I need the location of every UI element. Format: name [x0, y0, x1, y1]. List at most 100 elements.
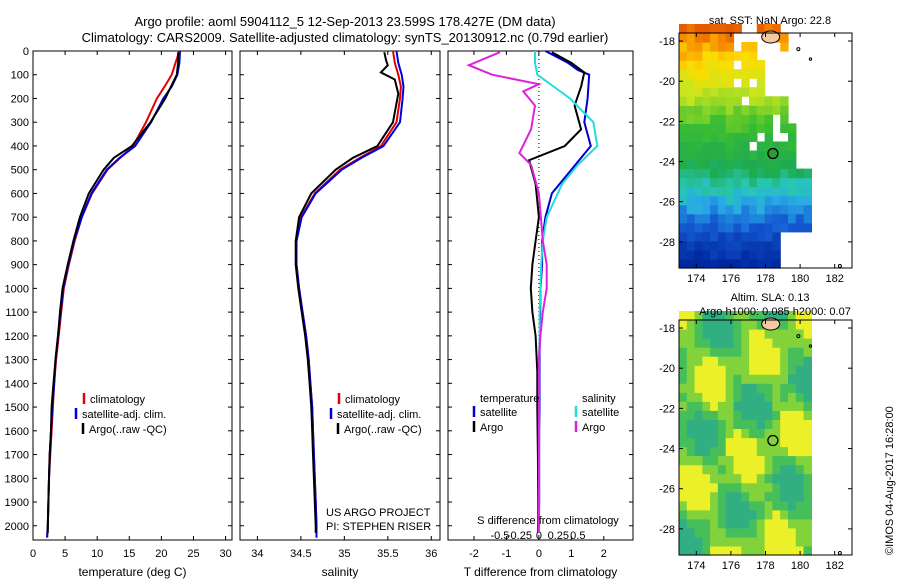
map-cell — [710, 410, 719, 420]
map-cell — [749, 365, 758, 375]
map-cell — [710, 24, 719, 34]
map-cell — [803, 320, 812, 330]
map-cell — [756, 123, 766, 133]
y-tick-label: 1300 — [5, 355, 29, 367]
map-cell — [710, 347, 719, 357]
map-cell — [741, 546, 750, 556]
map-cell — [725, 546, 735, 556]
y-tick-label: 2000 — [5, 521, 29, 533]
map-cell — [803, 401, 812, 411]
map-cell — [710, 186, 719, 197]
map-cell — [710, 60, 719, 70]
map-cell — [756, 410, 766, 420]
map-cell — [686, 356, 696, 366]
map-cell — [795, 473, 805, 484]
map-cell — [733, 491, 742, 502]
map-cell — [694, 186, 703, 197]
map-cell — [756, 455, 766, 466]
figure-title-line2: Climatology: CARS2009. Satellite-adjuste… — [82, 30, 609, 45]
project-annotation-line1: US ARGO PROJECT — [326, 507, 431, 519]
map-cell — [686, 51, 696, 61]
map-cell — [756, 168, 766, 179]
map-cell — [749, 500, 758, 511]
map-cell — [795, 320, 805, 330]
map-cell — [788, 527, 797, 538]
map-cell — [725, 536, 735, 547]
map-cell — [756, 249, 766, 260]
map-cell — [741, 69, 750, 79]
map-cell — [764, 383, 773, 393]
top-x-tick-label: 0 — [536, 530, 542, 542]
map-cell — [764, 329, 773, 339]
map-cell — [764, 401, 773, 411]
map-cell — [686, 213, 696, 224]
map-cell — [741, 240, 750, 251]
diff-legend-temperature-header: temperature — [480, 393, 539, 405]
map-cell — [756, 105, 766, 115]
map-cell — [764, 114, 773, 124]
y-tick-label: 600 — [11, 188, 29, 200]
map-cell — [772, 259, 781, 269]
map-cell — [803, 347, 812, 357]
map-cell — [764, 527, 773, 538]
map-cell — [710, 329, 719, 339]
map-cell — [710, 114, 719, 124]
map-cell — [717, 383, 727, 393]
map-cell — [733, 249, 742, 260]
map-cell — [764, 482, 773, 493]
map-cell — [733, 437, 742, 448]
map-cell — [679, 259, 688, 269]
map-cell — [679, 177, 688, 188]
map-cell — [756, 222, 766, 233]
y-tick-label: 0 — [23, 46, 29, 58]
map-cell — [686, 527, 696, 538]
map-cell — [733, 446, 742, 457]
map-cell — [772, 222, 781, 233]
series-line-argo-raw-qc- — [294, 51, 400, 533]
map-cell — [741, 114, 750, 124]
map-cell — [749, 392, 758, 402]
map-cell — [725, 78, 735, 88]
map-cell — [780, 419, 789, 429]
map-cell — [725, 437, 735, 448]
map-cell — [725, 150, 735, 161]
map-cell — [686, 383, 696, 393]
map-cell — [702, 365, 711, 375]
map-cell — [694, 168, 703, 179]
argo-position-marker — [767, 147, 779, 160]
series-line-climatology — [46, 50, 181, 538]
map-cell — [725, 141, 735, 152]
map-cell — [803, 437, 812, 448]
x-axis-label: salinity — [322, 565, 359, 579]
map-cell — [686, 60, 696, 70]
map-cell — [764, 311, 773, 321]
map-cell — [702, 177, 711, 188]
map-cell — [764, 96, 773, 106]
map-cell — [780, 374, 789, 384]
map-cell — [710, 374, 719, 384]
map-cell — [717, 374, 727, 384]
map-cell — [717, 204, 727, 215]
map-cell — [733, 177, 742, 188]
map-cell — [756, 141, 766, 152]
map-cell — [694, 87, 703, 97]
map-cell — [679, 60, 688, 70]
map-cell — [756, 78, 766, 88]
map-cell — [725, 491, 735, 502]
map-cell — [725, 482, 735, 493]
map-cell — [686, 410, 696, 420]
map-cell — [710, 141, 719, 152]
land-islet — [796, 334, 801, 339]
map-cell — [741, 455, 750, 466]
x-tick-label: 35 — [338, 548, 350, 560]
map-cell — [788, 186, 797, 197]
map-cell — [780, 42, 789, 52]
map-cell — [679, 24, 688, 34]
map-cell — [733, 51, 742, 61]
map-cell — [749, 259, 758, 269]
map-cell — [749, 195, 758, 206]
x-tick-label: 34.5 — [290, 548, 311, 560]
map-cell — [679, 78, 688, 88]
map-cell — [694, 249, 703, 260]
